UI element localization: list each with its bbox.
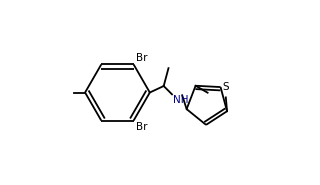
Text: Br: Br [136, 122, 147, 132]
Text: S: S [222, 82, 229, 92]
Text: NH: NH [173, 95, 188, 105]
Text: Br: Br [136, 53, 147, 63]
